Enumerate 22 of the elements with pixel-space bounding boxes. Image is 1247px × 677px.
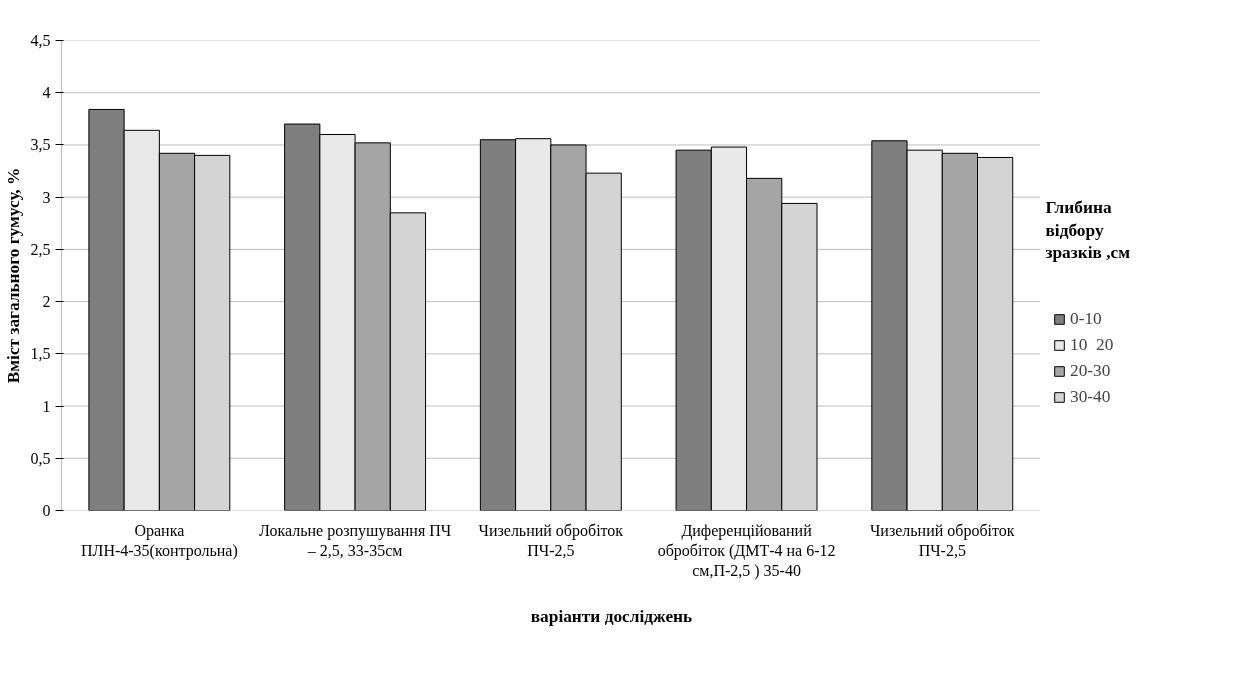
legend-label: 20-30	[1070, 361, 1111, 381]
y-axis-title: Вміст загального гумусу, %	[3, 167, 23, 384]
y-tick-label: 3	[42, 188, 51, 206]
y-tick-label: 3,5	[30, 136, 51, 154]
y-tick-label: 0	[42, 502, 51, 519]
y-tick-label: 2	[42, 293, 51, 311]
x-tick-label: Оранка ПЛН-4-35(контрольна)	[81, 521, 238, 560]
legend-label: 10 20	[1070, 335, 1114, 355]
y-tick-label: 0,5	[30, 449, 51, 467]
x-tick-label: Чизельний обробіток ПЧ-2,5	[478, 521, 624, 559]
y-tick-label: 4	[42, 84, 51, 102]
x-tick-label: Локальне розпушування ПЧ – 2,5, 33-35см	[258, 521, 452, 559]
legend-label: 30-40	[1070, 387, 1111, 407]
legend-title: Глибина відбору зразків ,см	[1045, 197, 1131, 263]
y-tick-label: 2,5	[30, 240, 51, 258]
x-tick-label: Чизельний обробіток ПЧ-2,5	[869, 521, 1015, 559]
x-axis-title: варіанти досліджень	[530, 607, 693, 627]
y-tick-label: 1	[42, 397, 51, 415]
y-tick-label: 4,5	[30, 32, 51, 49]
legend-label: 0-10	[1070, 309, 1102, 329]
x-tick-label: Диференційований обробіток (ДМТ-4 на 6-12 см,П-2,5 ) 35-40	[657, 521, 836, 581]
y-tick-label: 1,5	[30, 345, 51, 363]
